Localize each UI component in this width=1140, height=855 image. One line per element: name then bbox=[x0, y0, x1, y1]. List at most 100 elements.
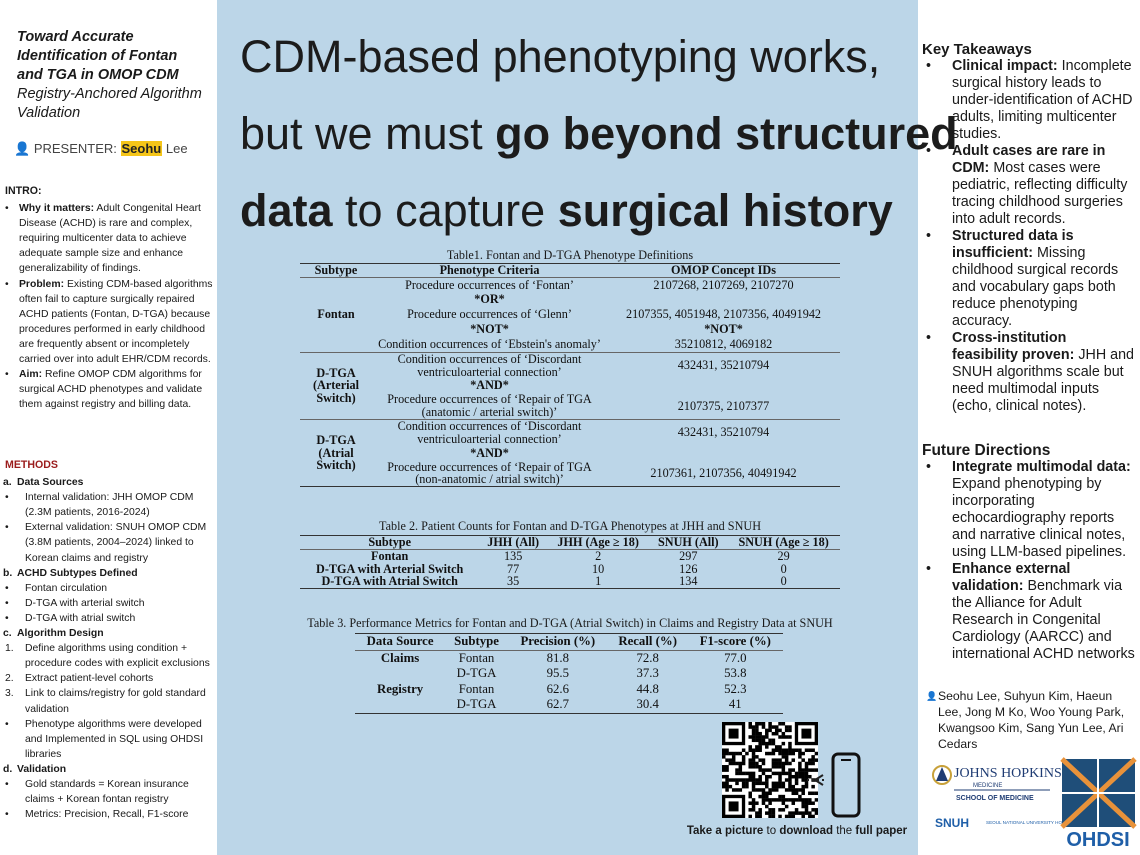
qr-module bbox=[751, 751, 756, 756]
qr-module bbox=[784, 748, 789, 752]
list-item: • Internal validation: JHH OMOP CDM (2.3M… bbox=[5, 490, 213, 520]
headline-line: CDM-based phenotyping works, bbox=[240, 18, 958, 95]
qr-module bbox=[798, 788, 802, 792]
section-heading: METHODS bbox=[5, 459, 58, 471]
qr-module bbox=[788, 814, 792, 818]
bullet: • bbox=[5, 203, 9, 215]
criteria-cell: *AND* bbox=[470, 445, 509, 460]
qr-module bbox=[758, 781, 762, 786]
qr-module bbox=[731, 751, 736, 756]
qr-module bbox=[765, 778, 769, 782]
qr-module bbox=[758, 758, 762, 762]
item-marker: 3. bbox=[5, 688, 14, 700]
qr-module bbox=[761, 791, 766, 796]
qr-module bbox=[765, 791, 769, 796]
cell: 29 bbox=[777, 548, 790, 563]
qr-module bbox=[771, 751, 776, 756]
qr-module bbox=[758, 778, 762, 782]
cell: 77.0 bbox=[724, 650, 747, 665]
author-list: Seohu Lee, Suhyun Kim, Haeun Lee, Jong M… bbox=[938, 689, 1125, 751]
table-caption: Table 3. Performance Metrics for Fontan … bbox=[307, 616, 833, 630]
qr-module bbox=[774, 771, 779, 776]
qr-module bbox=[788, 735, 792, 739]
subsection-title: c. Algorithm Design bbox=[3, 626, 213, 641]
bullet: • bbox=[926, 330, 932, 346]
qr-module bbox=[781, 798, 786, 802]
qr-module bbox=[784, 751, 789, 756]
qr-module bbox=[735, 781, 739, 786]
qr-module bbox=[774, 784, 779, 789]
list-item: • Phenotype algorithms were developed and… bbox=[5, 717, 213, 762]
qr-module bbox=[778, 751, 782, 756]
qr-module bbox=[758, 735, 762, 739]
cell: 53.8 bbox=[724, 666, 747, 680]
section-heading: INTRO: bbox=[5, 185, 42, 197]
table-caption: Table1. Fontan and D-TGA Phenotype Defin… bbox=[446, 248, 694, 262]
qr-module bbox=[748, 761, 752, 766]
qr-module bbox=[745, 751, 749, 756]
source-cell: Registry bbox=[376, 681, 424, 696]
qr-module bbox=[768, 791, 772, 796]
bullet: • bbox=[926, 58, 932, 74]
header-row: Subtype Phenotype Criteria OMOP Concept ID… bbox=[300, 263, 840, 278]
qr-module bbox=[761, 738, 766, 743]
qr-module bbox=[781, 735, 786, 739]
qr-module bbox=[738, 768, 743, 772]
header-cell: Data Source bbox=[366, 634, 434, 648]
text: CDM-based phenotyping works, bbox=[240, 31, 881, 82]
qr-module bbox=[731, 758, 736, 762]
row: Procedure occurrences of ‘Glenn’ 2107355,… bbox=[300, 307, 840, 322]
qr-module bbox=[761, 794, 766, 799]
qr-module bbox=[722, 781, 726, 786]
qr-module bbox=[781, 781, 786, 786]
qr-module bbox=[791, 798, 796, 802]
qr-module bbox=[788, 748, 792, 752]
qr-module bbox=[748, 722, 752, 726]
item-text: Extract patient-level cohorts bbox=[25, 673, 154, 685]
qr-module bbox=[791, 788, 796, 792]
cell: D-TGA with Atrial Switch bbox=[321, 574, 458, 589]
item-marker: 2. bbox=[5, 673, 14, 685]
cell: 10 bbox=[592, 561, 605, 576]
qr-module bbox=[788, 768, 792, 772]
subsection-text: Data Sources bbox=[17, 477, 84, 489]
qr-module bbox=[791, 791, 796, 796]
presenter-name: Seohu bbox=[120, 141, 163, 156]
qr-module bbox=[725, 778, 729, 782]
qr-module bbox=[765, 811, 769, 815]
item-lead: Structured data is insufficient: bbox=[952, 228, 1074, 261]
qr-module bbox=[808, 774, 812, 779]
qr-module bbox=[808, 811, 812, 815]
list: • Gold standards = Korean insurance claim… bbox=[5, 777, 213, 822]
subsection-text: ACHD Subtypes Defined bbox=[17, 567, 138, 579]
qr-module bbox=[791, 784, 796, 789]
qr-module bbox=[801, 768, 805, 772]
qr-module bbox=[725, 774, 729, 779]
qr-module bbox=[774, 765, 779, 769]
qr-module bbox=[801, 751, 805, 756]
qr-module bbox=[745, 771, 749, 776]
qr-module bbox=[768, 798, 772, 802]
qr-module bbox=[788, 798, 792, 802]
qr-module bbox=[801, 758, 805, 762]
qr-module bbox=[801, 778, 805, 782]
logo-text: SEOUL NATIONAL UNIVERSITY HOSPITAL bbox=[986, 820, 1078, 825]
list-item: • Metrics: Precision, Recall, F1-score bbox=[5, 807, 213, 822]
qr-module bbox=[791, 801, 796, 805]
qr-module bbox=[761, 781, 766, 786]
cell: 72.8 bbox=[636, 650, 659, 665]
qr-module bbox=[768, 728, 772, 733]
subsection-text: Validation bbox=[17, 763, 67, 775]
qr-module bbox=[761, 758, 766, 762]
ids-cell: *NOT* bbox=[704, 322, 743, 337]
qr-module bbox=[788, 781, 792, 786]
qr-module bbox=[768, 808, 772, 812]
qr-module bbox=[765, 741, 769, 746]
qr-module bbox=[781, 808, 786, 812]
ids-cell: 432431, 35210794 bbox=[677, 425, 770, 440]
cell: 41 bbox=[728, 697, 742, 711]
list-item: • Why it matters: Adult Congenital Heart … bbox=[5, 201, 213, 276]
header-cell: Precision (%) bbox=[520, 634, 596, 648]
qr-module bbox=[765, 804, 769, 809]
